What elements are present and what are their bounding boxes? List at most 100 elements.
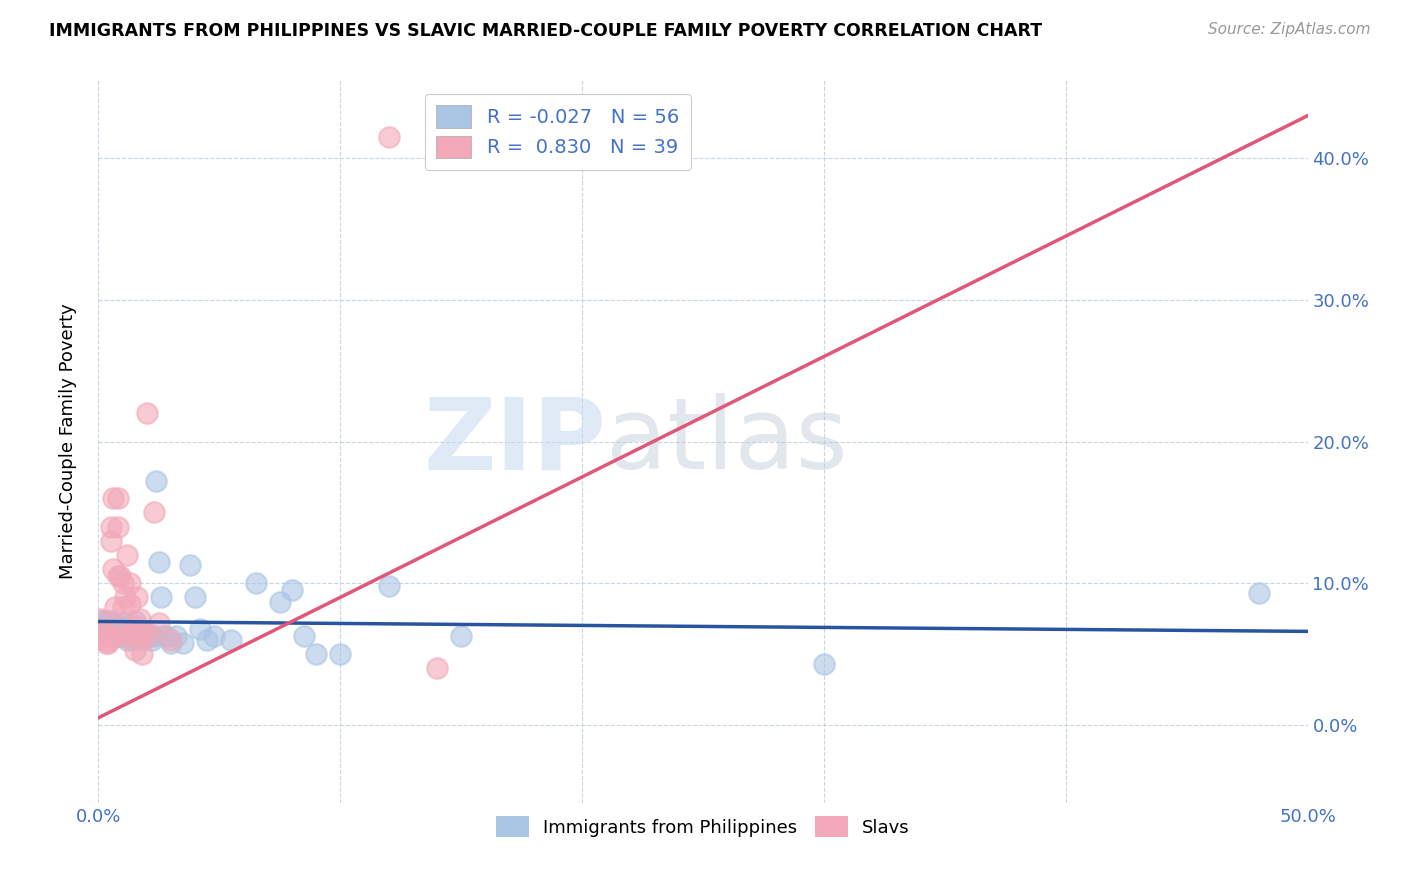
Text: IMMIGRANTS FROM PHILIPPINES VS SLAVIC MARRIED-COUPLE FAMILY POVERTY CORRELATION : IMMIGRANTS FROM PHILIPPINES VS SLAVIC MA… — [49, 22, 1042, 40]
Point — [148, 615, 170, 630]
Point — [101, 615, 124, 630]
Point — [143, 505, 166, 519]
Point — [107, 491, 129, 506]
Point — [269, 594, 291, 608]
Point — [127, 622, 149, 636]
Point — [188, 622, 211, 636]
Point — [90, 612, 112, 626]
Point — [124, 615, 146, 629]
Point — [114, 591, 136, 605]
Point — [90, 615, 112, 629]
Point — [160, 636, 183, 650]
Point — [100, 519, 122, 533]
Point — [160, 632, 183, 647]
Point — [138, 629, 160, 643]
Point — [450, 629, 472, 643]
Point — [97, 629, 120, 643]
Point — [108, 629, 131, 643]
Point — [100, 533, 122, 548]
Point — [94, 632, 117, 647]
Point — [94, 622, 117, 636]
Point — [135, 625, 157, 640]
Point — [135, 406, 157, 420]
Point — [124, 642, 146, 657]
Point — [101, 562, 124, 576]
Point — [134, 629, 156, 643]
Point — [91, 618, 114, 632]
Point — [114, 629, 136, 643]
Point — [111, 625, 134, 640]
Point — [118, 629, 141, 643]
Point — [138, 629, 160, 643]
Point — [121, 625, 143, 640]
Point — [148, 555, 170, 569]
Point — [104, 629, 127, 643]
Point — [134, 625, 156, 640]
Point — [101, 625, 124, 640]
Point — [195, 632, 218, 647]
Point — [104, 622, 127, 636]
Point — [111, 615, 134, 630]
Point — [108, 618, 131, 632]
Point — [221, 632, 243, 647]
Point — [107, 622, 129, 636]
Point — [118, 576, 141, 591]
Point — [377, 579, 399, 593]
Point — [377, 130, 399, 145]
Point — [155, 629, 177, 643]
Point — [97, 615, 120, 630]
Point — [179, 558, 201, 572]
Point — [94, 636, 117, 650]
Point — [204, 629, 226, 643]
Point — [104, 629, 127, 643]
Point — [107, 519, 129, 533]
Point — [108, 569, 131, 583]
Point — [165, 629, 187, 643]
Point — [117, 548, 139, 562]
Point — [128, 629, 150, 643]
Point — [117, 632, 139, 647]
Point — [128, 629, 150, 643]
Point — [131, 632, 153, 647]
Point — [245, 576, 267, 591]
Point — [1249, 586, 1271, 600]
Point — [91, 625, 114, 640]
Text: ZIP: ZIP — [423, 393, 606, 490]
Point — [100, 622, 122, 636]
Text: Source: ZipAtlas.com: Source: ZipAtlas.com — [1208, 22, 1371, 37]
Point — [172, 636, 194, 650]
Point — [118, 625, 141, 640]
Point — [124, 618, 146, 632]
Point — [152, 629, 174, 643]
Point — [111, 576, 134, 591]
Legend: Immigrants from Philippines, Slavs: Immigrants from Philippines, Slavs — [489, 809, 917, 845]
Point — [97, 636, 120, 650]
Point — [124, 629, 146, 643]
Point — [813, 657, 835, 671]
Point — [128, 612, 150, 626]
Point — [184, 591, 207, 605]
Point — [143, 629, 166, 643]
Point — [104, 600, 127, 615]
Point — [426, 661, 449, 675]
Point — [107, 629, 129, 643]
Y-axis label: Married-Couple Family Poverty: Married-Couple Family Poverty — [59, 303, 77, 580]
Text: atlas: atlas — [606, 393, 848, 490]
Point — [94, 615, 117, 629]
Point — [305, 647, 328, 661]
Point — [131, 647, 153, 661]
Point — [145, 474, 167, 488]
Point — [118, 598, 141, 612]
Point — [107, 569, 129, 583]
Point — [114, 629, 136, 643]
Point — [127, 591, 149, 605]
Point — [111, 600, 134, 615]
Point — [292, 629, 315, 643]
Point — [104, 622, 127, 636]
Point — [101, 491, 124, 506]
Point — [100, 615, 122, 629]
Point — [329, 647, 352, 661]
Point — [121, 632, 143, 647]
Point — [141, 632, 163, 647]
Point — [281, 583, 304, 598]
